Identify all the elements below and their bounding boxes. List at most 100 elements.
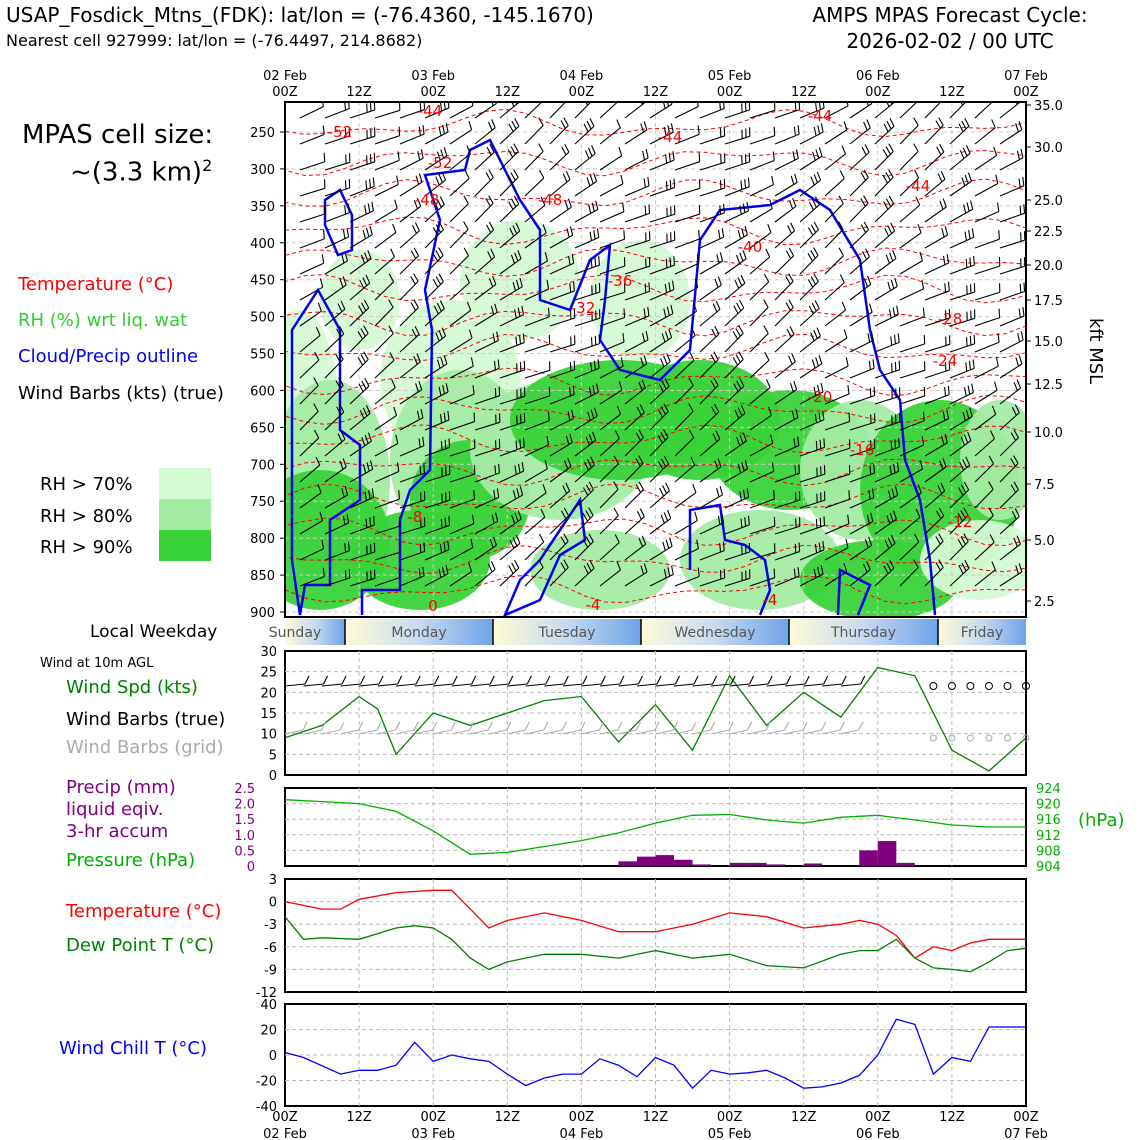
wind-barb [749,434,774,457]
wind-barb [749,489,775,509]
wind-barb [949,255,975,275]
temp-panel-tick-label: -3 [264,918,277,933]
pressure-line [284,799,1026,855]
wind-barb [874,333,900,353]
wind-barb [799,273,819,301]
wind-barb [749,568,776,587]
wind-barb [549,102,567,119]
wind-barb [824,274,845,301]
wind-barb [824,145,846,171]
wind-barb [649,328,673,353]
wind-barbs-grid-label: Wind Barbs (grid) [66,737,224,758]
wind-barb [449,274,470,301]
wind-barb [774,197,797,223]
wind-barb [999,282,1026,301]
grid-wind-barb [488,721,512,735]
wind-barb [349,177,375,197]
wind-barb [349,405,371,431]
wind-barb [324,568,351,587]
wind-barb [774,353,796,379]
wind-barb [649,537,673,561]
top-date-label: 06 Feb [856,69,900,84]
grid-wind-barb [414,721,438,735]
wind-barb [449,247,469,275]
wind-barb [399,567,425,587]
wind-barb [324,486,349,509]
forecast-cycle-date: 2026-02-02 / 00 UTC [846,29,1054,53]
surface-wind-barb [766,675,792,687]
wind-barb [599,481,619,509]
rh-region-16 [530,530,670,610]
wind-barb [949,172,972,197]
wind-barb [974,102,994,119]
wind-barb [399,326,420,353]
surface-wind-barb [414,675,440,687]
bottom-date-label: 06 Feb [856,1127,900,1140]
wind-barb [724,226,748,249]
wind-barb [499,486,524,509]
isotherm-line [285,458,1026,487]
wind-barb [874,118,895,145]
kft-tick-label: 5.0 [1034,534,1055,549]
wind-barb [749,102,776,119]
wind-barb [449,490,476,509]
wind-barb [474,536,497,561]
wind-barb [374,126,401,145]
temperature-contour-label: -48 [538,191,563,209]
wind-barb [849,248,870,275]
surface-wind-barb [748,675,773,687]
isotherm-line [285,424,1026,454]
wind-barb [424,438,451,457]
wind-barb [424,327,447,353]
cloud-outline [360,138,937,616]
wind-barb [499,250,522,275]
wind-barb [824,538,849,561]
surface-wind-barb [803,675,829,687]
wind-barb [624,455,644,483]
wind-barb [824,465,851,483]
wind-barb [999,404,1020,431]
wind-barb [624,231,651,249]
wind-barb [999,508,1020,535]
wind-barb [299,511,323,535]
wind-barb [899,224,922,249]
wind-barb [699,300,721,327]
wind-barb [374,175,399,197]
wind-barb [874,249,897,275]
surface-wind-barb [785,675,810,687]
wind-barb [524,533,545,561]
wind-barb [424,516,451,535]
kft-tick-label: 25.0 [1034,194,1063,209]
wind-barb [724,274,746,301]
calm-wind-marker-grid [1022,734,1030,742]
wind-barb [874,387,901,405]
precip-bar [766,864,786,866]
wind-barb [949,407,973,431]
wind-barb [499,195,520,223]
wind-barb [974,561,996,587]
wind-panel-tick-label: 5 [269,748,277,763]
wind-barb [349,569,376,587]
wind-barb [674,377,694,405]
wind-barb [899,533,920,561]
grid-wind-barb [525,721,549,735]
wind-barb [849,488,875,509]
wind-barb [524,280,550,301]
bottom-hour-label: 12Z [495,1110,521,1125]
wind-barb [974,357,999,379]
wind-barb [899,334,926,353]
kft-tick-label: 7.5 [1034,478,1055,493]
wind-barb [474,463,500,483]
pressure-tick-label: 300 [250,163,275,178]
temperature-contour-label: -24 [933,352,958,370]
wind-barb [674,429,695,457]
wind-barb [424,221,444,249]
wind-barb [899,484,922,509]
top-date-label: 05 Feb [708,69,752,84]
wind-barb [324,126,351,145]
wind-barb [349,325,369,353]
bottom-date-label: 07 Feb [1004,1127,1048,1140]
wind-barb [399,273,419,301]
wind-barb [624,535,647,561]
